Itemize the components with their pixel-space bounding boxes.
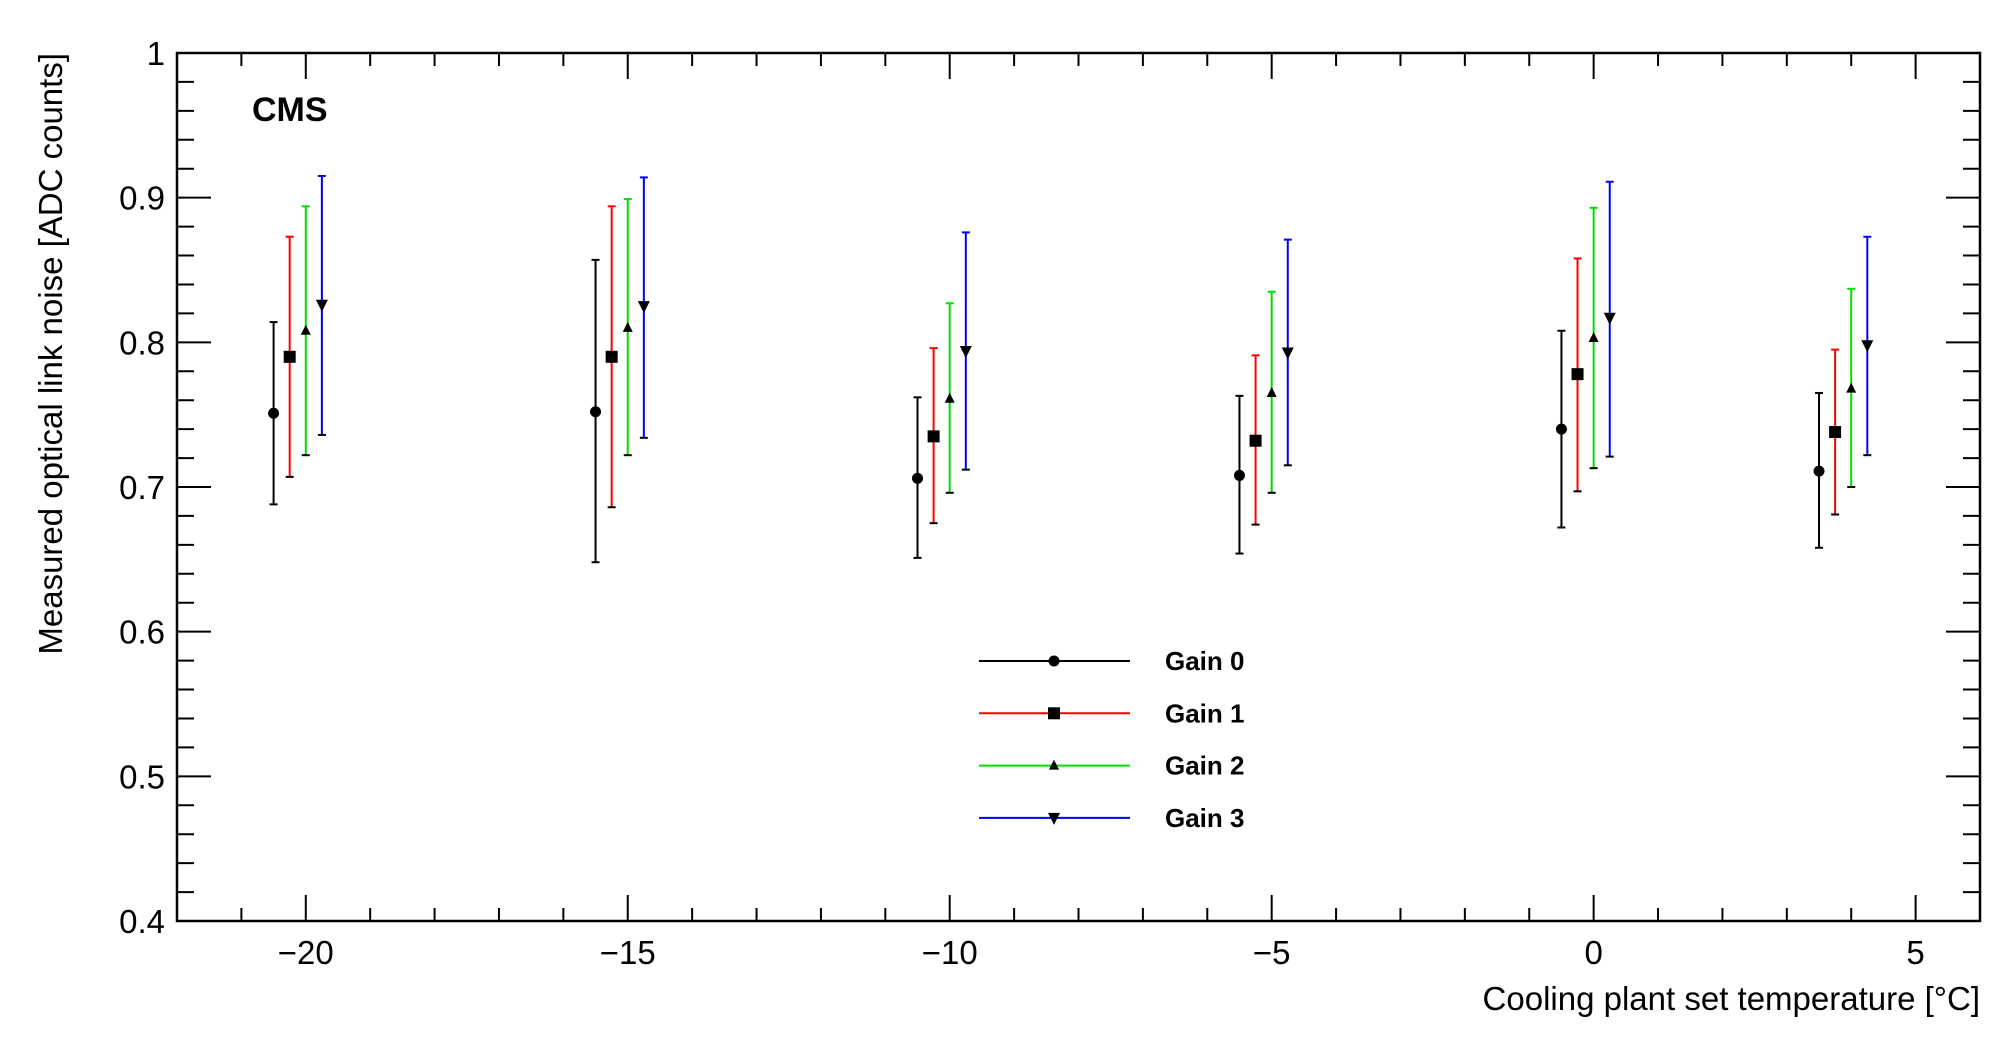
- data-point: [1555, 423, 1567, 435]
- data-point: [1861, 340, 1874, 353]
- data-point: [315, 299, 328, 312]
- data-point: [300, 324, 311, 335]
- legend-entry: Gain 1: [979, 698, 1244, 728]
- y-tick-label: 0.6: [119, 614, 165, 651]
- data-point: [605, 350, 618, 363]
- legend-marker: [1049, 759, 1059, 770]
- y-tick-label: 0.9: [119, 180, 165, 217]
- plot-frame: [175, 51, 1982, 923]
- data-point: [1266, 386, 1277, 397]
- data-point: [1829, 426, 1842, 439]
- data-point: [927, 430, 940, 443]
- y-axis-tick-labels: 0.4 0.5 0.6 0.7 0.8 0.9 1: [119, 35, 165, 940]
- x-axis-tick-labels: −20 −15 −10 −5 0 5: [278, 934, 1925, 971]
- data-point: [1813, 465, 1825, 477]
- x-tick-label: −5: [1253, 934, 1291, 971]
- legend-marker: [1048, 655, 1060, 667]
- legend-label: Gain 0: [1165, 646, 1244, 676]
- x-tick-label: 0: [1584, 934, 1602, 971]
- data-point: [912, 472, 924, 484]
- legend-marker: [1048, 707, 1060, 720]
- x-tick-label: −15: [600, 934, 656, 971]
- y-tick-label: 0.4: [119, 903, 165, 940]
- y-tick-label: 0.5: [119, 758, 165, 795]
- data-point: [268, 407, 280, 419]
- series-gain-0: [268, 258, 1825, 564]
- data-point: [1571, 368, 1584, 381]
- y-tick-label: 0.8: [119, 324, 165, 361]
- data-point: [1603, 312, 1616, 325]
- data-point: [1846, 382, 1857, 393]
- data-series: [268, 174, 1874, 564]
- legend-label: Gain 3: [1165, 803, 1244, 833]
- legend: Gain 0 Gain 1 Gain 2 Gain 3: [979, 646, 1244, 833]
- data-point: [590, 406, 602, 418]
- legend-entry: Gain 3: [979, 803, 1244, 833]
- data-point: [1249, 434, 1262, 447]
- legend-entry: Gain 2: [979, 751, 1244, 781]
- data-point: [1233, 469, 1245, 481]
- data-point: [622, 321, 633, 332]
- legend-label: Gain 1: [1165, 698, 1244, 728]
- legend-entry: Gain 0: [979, 646, 1244, 676]
- x-axis-title: Cooling plant set temperature [°C]: [1483, 980, 1980, 1017]
- data-point: [637, 301, 650, 314]
- legend-marker: [1048, 812, 1060, 825]
- x-tick-label: −10: [922, 934, 978, 971]
- data-point: [283, 350, 296, 363]
- x-tick-label: 5: [1906, 934, 1924, 971]
- axis-ticks: [176, 52, 1981, 922]
- series-gain-2: [300, 198, 1857, 494]
- data-point: [1281, 347, 1294, 360]
- legend-label: Gain 2: [1165, 751, 1244, 781]
- x-tick-label: −20: [278, 934, 334, 971]
- series-gain-3: [315, 174, 1874, 471]
- experiment-label: CMS: [252, 91, 328, 129]
- y-tick-label: 1: [147, 35, 165, 72]
- data-point: [959, 346, 972, 359]
- data-point: [1588, 331, 1599, 342]
- y-tick-label: 0.7: [119, 469, 165, 506]
- y-axis-title: Measured optical link noise [ADC counts]: [32, 53, 69, 655]
- data-point: [944, 392, 955, 403]
- series-gain-1: [283, 205, 1842, 526]
